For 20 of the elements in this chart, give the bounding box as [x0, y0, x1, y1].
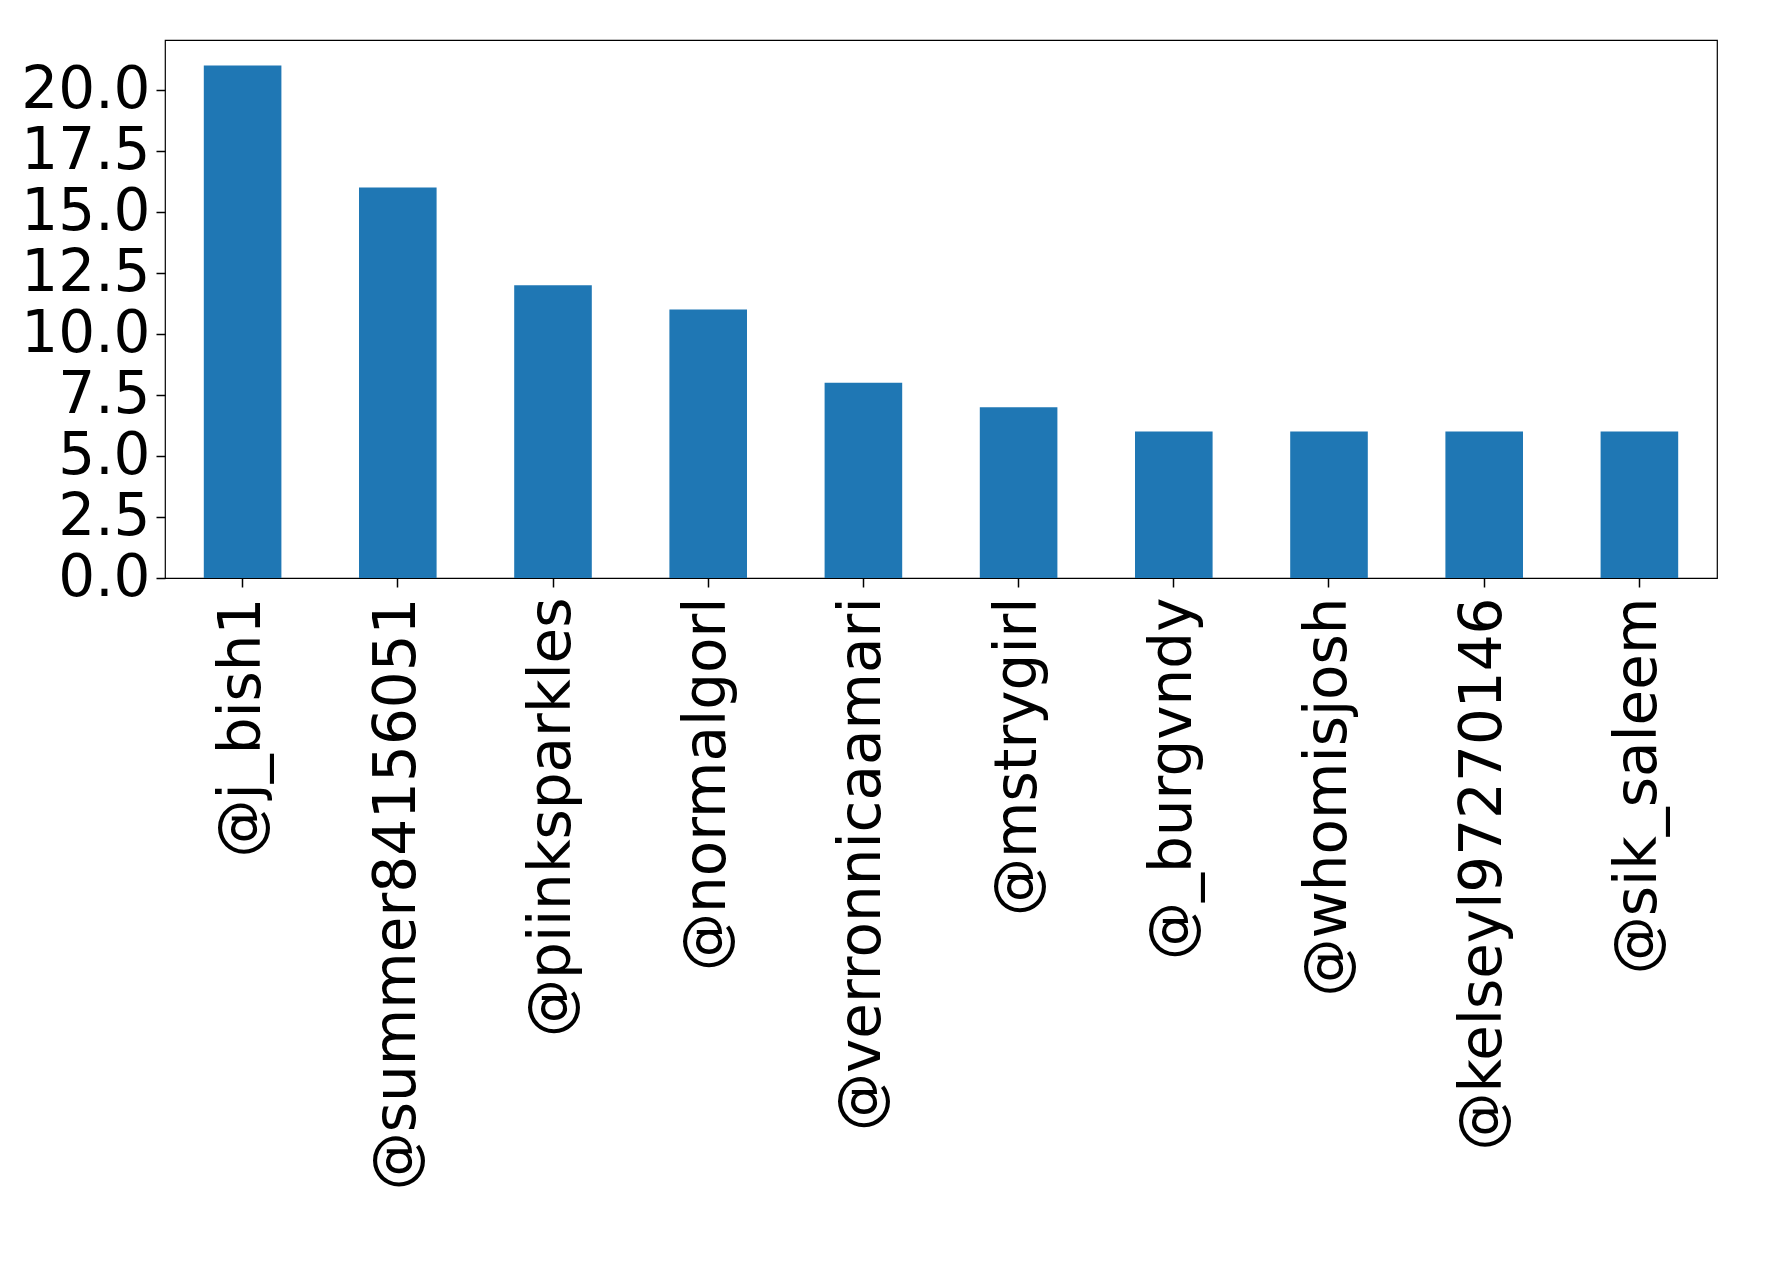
bar: [1600, 431, 1679, 578]
bar: [1135, 431, 1213, 578]
bar: [669, 309, 747, 578]
x-tick-label: @summer84156051: [360, 597, 429, 1191]
x-tick-label: @sik_saleem: [1602, 597, 1671, 975]
bar: [359, 187, 437, 578]
x-tick-label: @kelseyl97270146: [1447, 597, 1516, 1151]
x-tick-label: @_burgvndy: [1136, 597, 1205, 960]
bar: [824, 382, 903, 578]
x-tick-label: @piinksparkles: [516, 597, 584, 1037]
x-tick-label: @verronnicaamari: [826, 597, 895, 1131]
x-tick-label: @whomisjosh: [1292, 597, 1360, 997]
bar: [1290, 431, 1368, 578]
bar: [203, 65, 282, 578]
x-tick-label: @j_bish1: [205, 597, 274, 858]
x-tick-label: @mstrygirl: [981, 597, 1050, 917]
bar: [1445, 431, 1523, 578]
bar: [514, 285, 592, 578]
x-tick-label: @normalgorl: [671, 597, 740, 971]
bar: [979, 407, 1058, 578]
